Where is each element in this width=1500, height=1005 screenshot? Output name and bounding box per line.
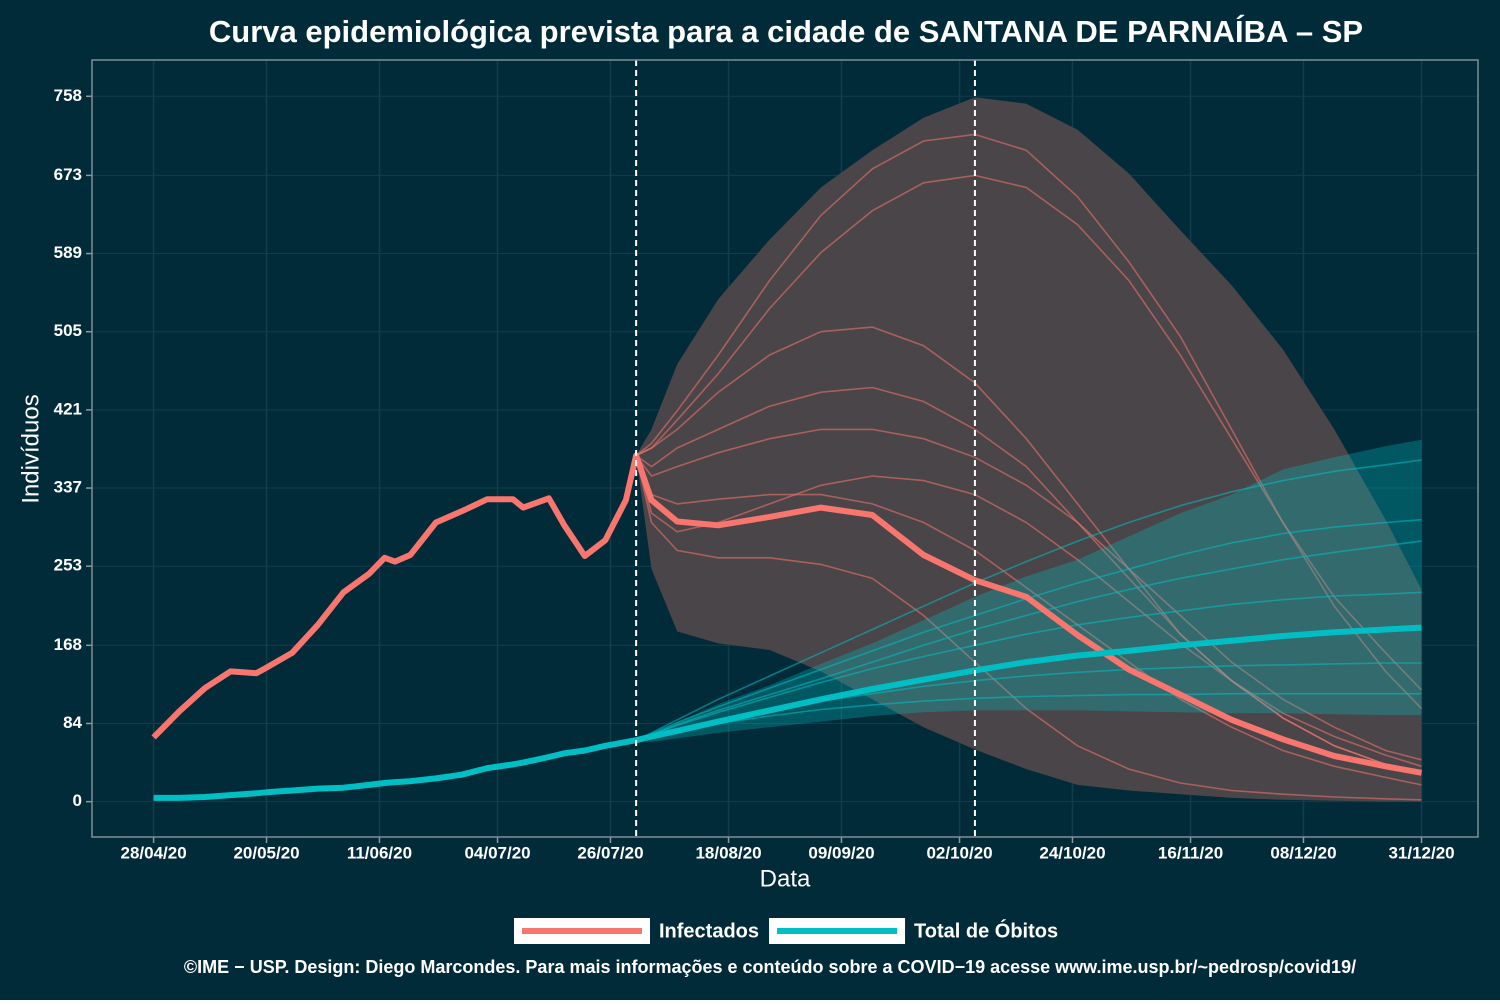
x-tick-label: 26/07/20 xyxy=(577,843,643,862)
chart-title: Curva epidemiológica prevista para a cid… xyxy=(209,14,1363,49)
x-axis-label: Data xyxy=(760,865,811,892)
x-tick-label: 16/11/20 xyxy=(1158,843,1223,862)
x-tick-label: 04/07/20 xyxy=(464,843,530,862)
simulation-line xyxy=(635,428,1422,761)
y-tick-label: 421 xyxy=(54,399,82,418)
x-tick-label: 11/06/20 xyxy=(347,843,412,862)
series-line xyxy=(153,624,1422,801)
y-tick-label: 253 xyxy=(54,556,82,575)
y-tick-label: 589 xyxy=(54,243,82,262)
x-tick-label: 09/09/20 xyxy=(808,843,874,862)
y-tick-label: 758 xyxy=(54,86,82,105)
simulation-line xyxy=(635,518,1422,741)
y-tick-label: 505 xyxy=(54,321,82,340)
simulation-line xyxy=(635,174,1423,691)
x-tick-label: 18/08/20 xyxy=(695,843,761,862)
simulation-line xyxy=(635,386,1422,775)
legend-label: Infectados xyxy=(659,920,759,942)
simulation-line xyxy=(635,455,1422,786)
y-tick-label: 673 xyxy=(54,165,82,184)
simulation-line xyxy=(635,459,1422,741)
x-tick-label: 20/05/20 xyxy=(233,843,299,862)
simulation-line xyxy=(635,591,1422,741)
y-axis-label: Indivíduos xyxy=(17,394,44,503)
caption: ©IME − USP. Design: Diego Marcondes. Par… xyxy=(184,957,1356,977)
plot-frame xyxy=(91,59,1479,838)
x-tick-label: 28/04/20 xyxy=(121,843,187,862)
series-line xyxy=(151,452,1423,776)
x-tick-label: 02/10/20 xyxy=(926,843,992,862)
simulation-line xyxy=(635,133,1423,710)
y-tick-label: 337 xyxy=(54,478,82,497)
simulation-line xyxy=(635,540,1422,741)
x-tick-label: 08/12/20 xyxy=(1270,843,1336,862)
legend-label: Total de Óbitos xyxy=(914,918,1058,942)
simulation-line xyxy=(635,455,1422,801)
y-tick-label: 0 xyxy=(73,791,82,810)
x-tick-label: 31/12/20 xyxy=(1388,843,1454,862)
x-tick-label: 24/10/20 xyxy=(1039,843,1105,862)
y-tick-label: 168 xyxy=(54,635,82,654)
y-tick-label: 84 xyxy=(63,713,82,732)
confidence-band xyxy=(636,97,1422,802)
